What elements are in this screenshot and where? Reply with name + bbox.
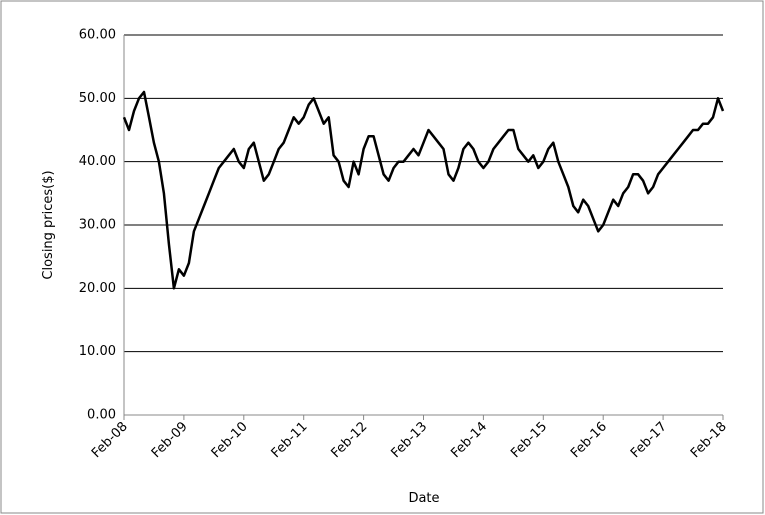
y-tick-label: 10.00 bbox=[79, 344, 116, 359]
y-axis-label: Closing prices($) bbox=[41, 170, 56, 279]
y-tick-label: 50.00 bbox=[79, 91, 116, 106]
y-tick-label: 0.00 bbox=[87, 408, 116, 423]
y-tick-label: 30.00 bbox=[79, 218, 116, 233]
y-tick-label: 40.00 bbox=[79, 154, 116, 169]
y-tick-label: 60.00 bbox=[79, 28, 116, 43]
price-line bbox=[122, 90, 725, 290]
y-tick-label: 20.00 bbox=[79, 281, 116, 296]
x-axis-label: Date bbox=[408, 491, 439, 506]
